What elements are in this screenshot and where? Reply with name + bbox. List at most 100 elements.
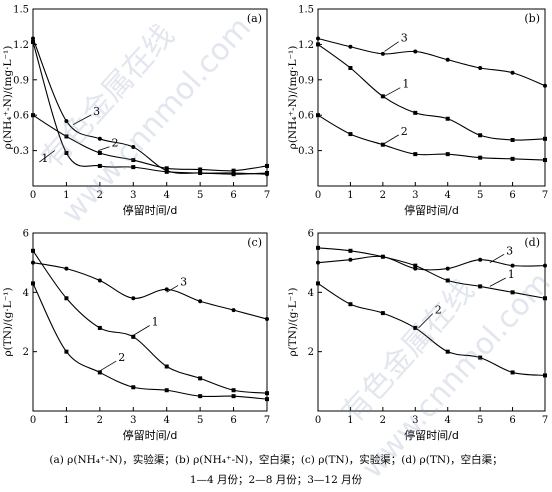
chart-panel-2: 0 1 2 3 4 5 6 7 0.3 0.6 0.9 1.2 1.5 停留时间/d ρ(NH₄⁺-N)/(… (287, 5, 548, 218)
series-callout-label: 3 (506, 244, 513, 257)
series-callout-label: 1 (508, 268, 515, 281)
data-point (380, 142, 385, 147)
data-point (543, 158, 547, 163)
data-point (97, 278, 102, 283)
series-callout-line (384, 134, 399, 144)
data-point (348, 248, 353, 253)
data-point (31, 40, 35, 45)
y-tick-label: 6 (23, 229, 29, 240)
data-point (316, 36, 320, 41)
data-point (413, 263, 418, 268)
data-point (510, 137, 515, 142)
x-tick-label: 3 (130, 415, 136, 426)
series-callout-label: 2 (112, 137, 119, 150)
series-callout-label: 1 (402, 78, 409, 91)
data-point (510, 70, 515, 75)
data-point (97, 150, 102, 155)
y-tick-label: 2 (308, 347, 314, 358)
y-tick-label: 4 (23, 288, 29, 299)
series-callout-label: 3 (93, 105, 100, 118)
data-point (543, 296, 547, 301)
series-line-2 (32, 114, 268, 172)
y-axis-label: ρ(NH₄⁺-N)/(mg·L⁻¹) (2, 46, 14, 150)
data-point (231, 394, 236, 399)
data-point (198, 376, 203, 381)
series-callout-label: 3 (401, 32, 408, 45)
x-tick-label: 6 (509, 415, 515, 426)
data-point (31, 281, 35, 286)
data-point (198, 299, 203, 304)
data-point (478, 355, 483, 360)
data-point (316, 42, 320, 47)
data-point (131, 158, 136, 163)
data-point (31, 248, 35, 253)
data-point (510, 156, 515, 161)
x-tick-label: 7 (542, 415, 548, 426)
series-callout-label: 2 (118, 351, 125, 364)
data-point (380, 51, 385, 56)
x-tick-label: 7 (264, 190, 270, 201)
x-tick-label: 2 (380, 415, 386, 426)
panel-label: (d) (524, 236, 540, 249)
data-point (445, 57, 450, 62)
data-point (380, 254, 385, 259)
series-callout-line (72, 114, 92, 125)
data-point (510, 263, 515, 268)
series-line-3 (317, 255, 546, 271)
data-point (265, 317, 269, 322)
data-point (510, 370, 515, 375)
data-point (510, 290, 515, 295)
data-point (164, 364, 169, 369)
series-line-2 (317, 282, 546, 376)
y-tick-label: 0.6 (13, 111, 29, 122)
series-callout-line (489, 277, 506, 287)
x-tick-label: 0 (30, 190, 36, 201)
plot-frame (317, 232, 546, 412)
series-line-2 (317, 114, 546, 161)
series-line-1 (32, 250, 268, 394)
data-point (231, 168, 236, 173)
series-line-3 (32, 262, 268, 320)
data-point (64, 119, 69, 124)
y-tick-label: 1.5 (13, 5, 29, 16)
data-point (445, 116, 450, 121)
chart-panel-3: 0 1 2 3 4 5 6 7 2 4 6 停留时间/d ρ(TN)/(g·L⁻¹) (c) 3 1 2 (2, 229, 270, 443)
data-point (31, 36, 35, 41)
data-point (198, 394, 203, 399)
y-tick-label: 0.9 (13, 75, 29, 86)
x-tick-label: 4 (445, 190, 451, 201)
x-tick-label: 1 (347, 415, 353, 426)
data-point (131, 385, 136, 390)
data-point (265, 172, 269, 177)
x-tick-label: 6 (509, 190, 515, 201)
panel-label: (c) (247, 236, 262, 249)
x-tick-label: 1 (63, 190, 69, 201)
data-point (413, 152, 418, 157)
data-point (445, 266, 450, 271)
series-callout-line (39, 150, 55, 163)
y-tick-label: 4 (308, 288, 314, 299)
data-point (348, 66, 353, 70)
data-point (413, 49, 418, 54)
data-point (164, 168, 169, 173)
x-axis-label: 停留时间/d (404, 428, 459, 442)
data-point (31, 260, 35, 265)
y-tick-label: 0.3 (298, 146, 314, 157)
y-tick-label: 0.6 (298, 111, 314, 122)
data-point (348, 44, 353, 49)
data-point (64, 134, 69, 139)
caption-line-2: 1—4 月份；2—8 月份；3—12 月份 (189, 474, 363, 486)
data-point (543, 136, 547, 141)
chart-panel-4: 0 1 2 3 4 5 6 7 2 4 6 停留时间/d ρ(TN)/(g·L⁻¹) (d) 3 1 2 (287, 229, 548, 443)
data-point (131, 334, 136, 339)
x-tick-label: 3 (412, 415, 418, 426)
y-tick-label: 1.5 (298, 5, 314, 16)
x-tick-label: 1 (347, 190, 353, 201)
plot-frame (317, 8, 546, 187)
data-point (64, 296, 69, 301)
data-point (64, 349, 69, 354)
data-point (380, 311, 385, 316)
x-tick-label: 4 (164, 415, 170, 426)
y-tick-label: 0.3 (13, 146, 29, 157)
data-point (164, 166, 169, 171)
